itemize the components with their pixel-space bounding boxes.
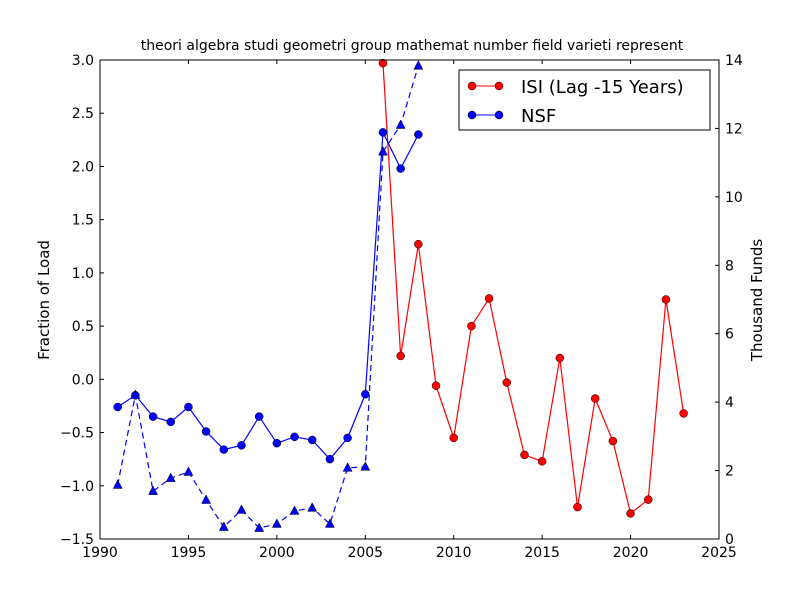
data-point [484, 294, 494, 303]
data-point [679, 409, 688, 418]
data-point [165, 472, 176, 482]
data-point [626, 509, 635, 518]
data-point [467, 321, 476, 331]
data-point [183, 466, 194, 476]
data-point [608, 436, 618, 446]
data-point [254, 412, 264, 421]
data-point [342, 462, 353, 472]
legend-nsf-marker [467, 110, 477, 120]
y2-tick-label: 14 [725, 53, 743, 69]
data-point [413, 60, 424, 70]
data-point [502, 378, 512, 387]
y2-tick-label: 10 [725, 190, 743, 206]
data-point [184, 402, 193, 412]
x-tick-label: 2025 [701, 545, 737, 561]
data-point [361, 389, 370, 399]
series-2 [112, 60, 424, 532]
y2-axis-label: Thousand Funds [748, 239, 766, 362]
data-point [537, 457, 547, 466]
x-tick-label: 2010 [436, 545, 472, 561]
data-point [113, 402, 122, 412]
y-tick-label: 0.0 [72, 372, 94, 388]
data-point [414, 239, 423, 249]
y2-tick-label: 4 [725, 395, 734, 411]
legend: ISI (Lag -15 Years) NSF [458, 69, 711, 131]
data-point [431, 381, 441, 390]
y-axis-label: Fraction of Load [35, 240, 53, 360]
data-point [130, 389, 141, 399]
data-point [573, 502, 582, 512]
y2-tick-label: 2 [725, 464, 734, 480]
data-point [236, 504, 247, 514]
data-point [520, 450, 529, 460]
x-tick-label: 1990 [82, 545, 118, 561]
data-point [414, 130, 423, 139]
series-1 [113, 128, 423, 464]
x-tick-label: 1995 [171, 545, 207, 561]
data-point [218, 521, 229, 531]
x-tick-label: 2005 [347, 545, 383, 561]
y-tick-label: 1.5 [72, 213, 94, 229]
data-point [396, 351, 405, 361]
data-point [148, 412, 158, 421]
series-line [382, 63, 685, 515]
x-tick-label: 2020 [613, 545, 649, 561]
data-point [271, 518, 282, 528]
legend-box [458, 69, 711, 131]
data-point [360, 461, 371, 471]
y2-tick-label: 6 [725, 327, 734, 343]
data-point [254, 522, 265, 532]
data-point [555, 353, 565, 363]
data-point [237, 441, 246, 450]
legend-nsf-marker [494, 110, 504, 120]
data-point [644, 495, 653, 504]
y-tick-label: −0.5 [60, 426, 94, 442]
data-point [289, 505, 300, 515]
data-point [325, 454, 335, 464]
data-point [201, 427, 211, 436]
x-tick-label: 2000 [259, 545, 295, 561]
y-tick-label: −1.5 [60, 532, 94, 548]
y-tick-label: 2.5 [72, 106, 94, 122]
y-tick-label: 1.0 [72, 266, 94, 282]
legend-isi-marker [467, 81, 477, 91]
data-point [201, 494, 212, 504]
data-point [378, 58, 388, 68]
series-line [117, 65, 419, 529]
y-tick-label: 0.5 [72, 319, 94, 335]
data-point [590, 394, 600, 403]
plot-frame [99, 59, 720, 540]
data-point [307, 502, 318, 512]
y-tick-label: 2.0 [72, 159, 94, 175]
legend-isi-label: ISI (Lag -15 Years) [521, 77, 684, 98]
y-tick-label: 3.0 [72, 53, 94, 69]
y2-tick-label: 0 [725, 532, 734, 548]
data-point [378, 128, 388, 137]
y2-tick-label: 12 [725, 121, 743, 137]
data-point [449, 433, 458, 443]
legend-nsf-label: NSF [521, 106, 556, 127]
data-point [396, 164, 405, 173]
chart-title: theori algebra studi geometri group math… [141, 38, 684, 54]
data-point [378, 146, 388, 156]
data-point [166, 417, 175, 427]
data-point [307, 435, 317, 445]
y2-tick-label: 8 [725, 258, 734, 274]
data-point [148, 485, 158, 495]
data-point [324, 518, 335, 528]
data-point [290, 432, 299, 442]
legend-isi-marker [494, 81, 504, 91]
data-point [112, 479, 123, 489]
series-line [117, 130, 419, 461]
data-point [219, 445, 229, 454]
data-point [272, 438, 282, 448]
data-point [395, 119, 406, 129]
x-tick-label: 2015 [524, 545, 560, 561]
data-point [343, 433, 352, 443]
data-point [661, 295, 671, 304]
series-0 [378, 58, 688, 518]
y-tick-label: −1.0 [60, 479, 94, 495]
